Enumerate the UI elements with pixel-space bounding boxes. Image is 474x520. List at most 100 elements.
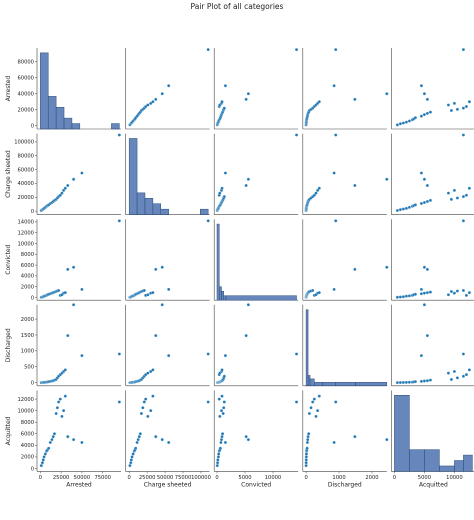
scatter-point — [146, 414, 150, 419]
scatter-point — [425, 97, 430, 101]
scatter-point — [422, 379, 427, 383]
scatter-point — [461, 194, 466, 199]
scatter-point — [71, 177, 76, 181]
scatter-point — [129, 461, 133, 465]
x-tick-label: 5000 — [238, 475, 251, 481]
scatter-point — [135, 440, 139, 445]
scatter-point — [220, 435, 224, 439]
scatter-point — [452, 188, 457, 192]
hist-bar-arrested — [47, 96, 57, 130]
scatter-point — [51, 435, 55, 439]
hist-bar-convicted — [216, 223, 220, 301]
scatter-point — [160, 265, 164, 269]
scatter-point — [353, 97, 357, 101]
scatter-point — [307, 411, 312, 416]
scatter-point — [50, 437, 54, 442]
scatter-point — [52, 432, 57, 436]
y-tick-label: 20000 — [17, 108, 34, 114]
scatter-point — [219, 440, 223, 445]
y-tick-label: 6000 — [21, 263, 34, 269]
scatter-point — [404, 380, 409, 384]
x-tick-label: 0 — [215, 475, 218, 481]
scatter-point — [452, 291, 457, 295]
y-tick-label: 1000 — [21, 349, 34, 355]
x-tick-label: 50000 — [157, 475, 174, 481]
scatter-point — [395, 380, 400, 385]
scatter-point — [160, 437, 164, 442]
hist-bar-convicted — [223, 295, 227, 301]
scatter-point — [353, 267, 357, 272]
y-tick-label: 4000 — [21, 443, 34, 449]
scatter-point — [304, 461, 308, 465]
scatter-point — [422, 92, 427, 96]
scatter-point — [452, 101, 457, 105]
scatter-point — [455, 376, 460, 380]
scatter-point — [398, 207, 403, 212]
scatter-point — [220, 432, 225, 436]
hist-bar-discharged — [355, 382, 388, 387]
x-tick-label: 1000 — [332, 475, 345, 481]
y-axis-label: Arrested — [5, 76, 12, 102]
scatter-point — [455, 289, 460, 293]
scatter-point — [407, 119, 412, 123]
scatter-point — [398, 122, 403, 126]
scatter-point — [220, 100, 224, 104]
hist-bar-discharged — [305, 309, 309, 387]
hist-bar-acquitted — [439, 465, 455, 472]
scatter-point — [294, 133, 299, 137]
x-tick-label: 0 — [39, 475, 42, 481]
scatter-point — [401, 380, 406, 385]
scatter-point — [244, 183, 248, 188]
scatter-point — [317, 291, 321, 295]
scatter-point — [307, 432, 311, 436]
scatter-point — [216, 455, 221, 459]
scatter-point — [215, 463, 219, 468]
scatter-point — [137, 435, 141, 439]
scatter-point — [56, 400, 61, 404]
scatter-point — [422, 303, 427, 307]
hist-bar-convicted — [221, 290, 224, 301]
y-axis-label: Discharged — [5, 328, 12, 362]
scatter-point — [146, 293, 150, 297]
scatter-point — [452, 369, 457, 374]
scatter-point — [413, 292, 418, 296]
scatter-point — [154, 333, 158, 338]
scatter-point — [222, 406, 226, 410]
scatter-point — [425, 183, 430, 188]
hist-bar-discharged — [335, 382, 356, 387]
scatter-point — [461, 47, 466, 52]
scatter-point — [461, 374, 466, 378]
y-tick-label: 10000 — [17, 408, 34, 414]
scatter-point — [311, 400, 315, 404]
scatter-point — [206, 352, 210, 356]
scatter-point — [246, 92, 250, 96]
scatter-point — [304, 458, 308, 462]
scatter-point — [142, 400, 146, 404]
scatter-point — [154, 267, 158, 272]
scatter-point — [48, 440, 52, 445]
scatter-point — [151, 394, 155, 398]
scatter-point — [217, 452, 221, 456]
scatter-point — [218, 446, 222, 450]
scatter-point — [223, 440, 228, 445]
y-tick-label: 2000 — [21, 317, 34, 323]
scatter-point — [66, 435, 70, 439]
scatter-point — [385, 437, 389, 442]
scatter-point — [151, 368, 155, 372]
scatter-point — [223, 84, 228, 88]
y-axis-label: Acquitted — [5, 416, 12, 445]
scatter-point — [449, 108, 454, 113]
scatter-point — [413, 380, 418, 384]
scatter-point — [464, 104, 469, 109]
scatter-point — [71, 437, 76, 442]
y-tick-label: 0 — [31, 124, 34, 130]
scatter-point — [428, 378, 433, 382]
scatter-point — [294, 47, 299, 52]
y-tick-label: 8000 — [21, 420, 34, 426]
scatter-point — [419, 114, 424, 118]
scatter-point — [294, 400, 299, 404]
y-axis-label: Charge sheeted — [5, 150, 12, 198]
scatter-point — [54, 411, 58, 416]
scatter-point — [246, 303, 250, 307]
